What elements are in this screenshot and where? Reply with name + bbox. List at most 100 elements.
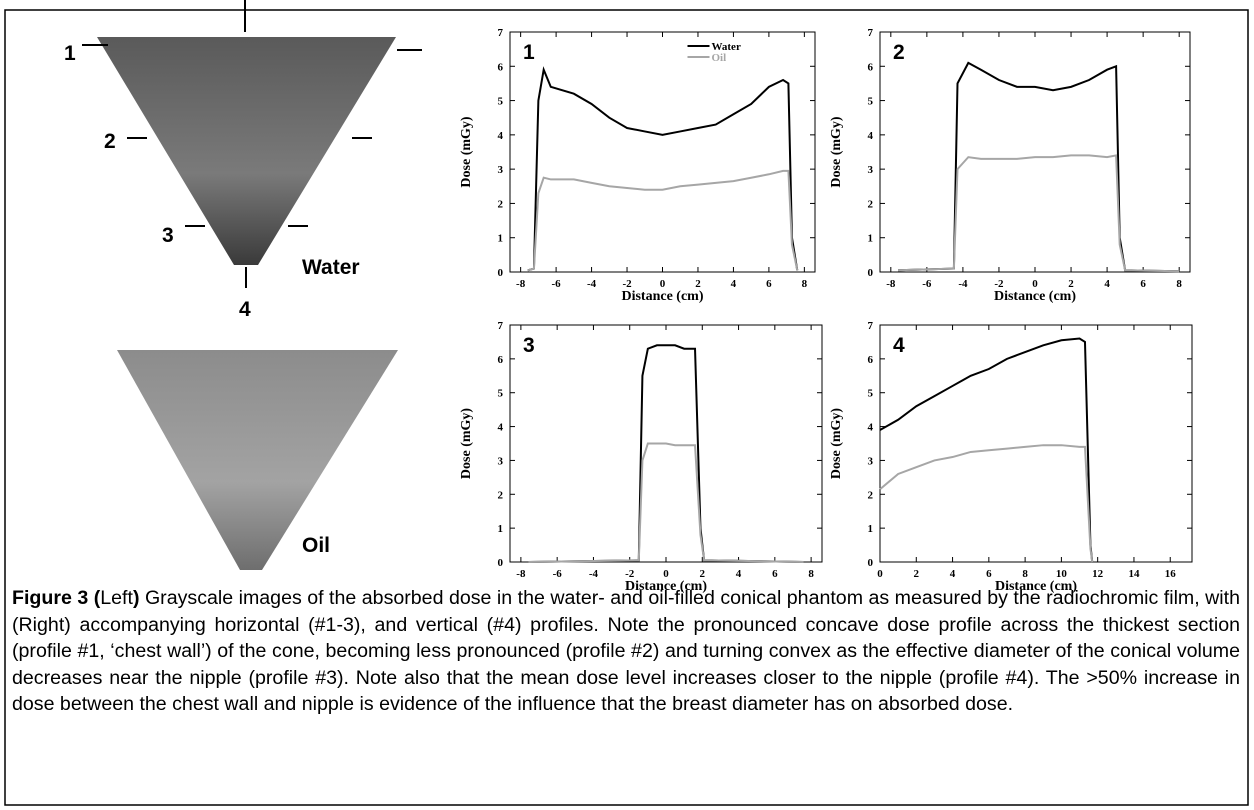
y-tick-label: 2: [868, 198, 874, 210]
y-tick-label: 1: [498, 233, 504, 245]
x-tick-label: 2: [695, 278, 701, 290]
plot-frame: [879, 324, 1193, 563]
x-tick-label: 4: [950, 568, 956, 580]
profile-markers: [82, 44, 422, 288]
y-tick-label: 5: [498, 388, 504, 400]
water-film-image: [97, 37, 396, 265]
image-label: 4: [239, 298, 251, 321]
y-axis-label: Dose (mGy): [459, 116, 474, 187]
x-tick-label: 2: [914, 568, 920, 580]
x-tick-label: 8: [1176, 278, 1182, 290]
x-tick-label: 4: [736, 568, 742, 580]
x-tick-label: 6: [986, 568, 992, 580]
data-line: [527, 169, 799, 272]
y-tick-label: 1: [498, 523, 504, 535]
y-axis-label: Dose (mGy): [459, 408, 474, 479]
y-tick-label: 4: [498, 422, 504, 434]
plot-frame: [879, 31, 1191, 273]
x-tick-label: -4: [958, 278, 968, 290]
x-tick-label: 6: [772, 568, 778, 580]
image-label: 3: [162, 224, 174, 247]
x-tick-label: 2: [1068, 278, 1074, 290]
y-tick-label: 6: [498, 354, 504, 366]
x-tick-label: -8: [886, 278, 896, 290]
panel-label: 2: [893, 41, 905, 64]
y-axis-label: Dose (mGy): [829, 116, 844, 187]
x-tick-label: 0: [1032, 278, 1038, 290]
x-tick-label: 4: [1104, 278, 1110, 290]
data-line: [528, 442, 804, 563]
y-tick-label: 2: [868, 489, 874, 501]
x-tick-label: 8: [808, 568, 814, 580]
x-tick-label: -4: [587, 278, 597, 290]
x-tick-label: 16: [1165, 568, 1177, 580]
y-tick-label: 7: [868, 27, 874, 39]
caption-text: Left: [100, 587, 133, 609]
y-tick-label: 7: [868, 320, 874, 332]
y-tick-label: 3: [498, 455, 504, 467]
x-tick-label: 0: [663, 568, 669, 580]
image-label: 1: [64, 42, 76, 65]
y-tick-label: 3: [868, 164, 874, 176]
y-tick-label: 3: [868, 455, 874, 467]
y-tick-label: 4: [498, 130, 504, 142]
x-tick-label: 4: [731, 278, 737, 290]
y-tick-label: 4: [868, 422, 874, 434]
x-tick-label: 12: [1092, 568, 1104, 580]
data-line: [897, 61, 1180, 273]
x-axis-label: Distance (cm): [621, 289, 703, 304]
figure-border: [4, 9, 1249, 806]
x-tick-label: 0: [877, 568, 883, 580]
x-tick-label: 8: [1022, 568, 1028, 580]
x-tick-label: -8: [516, 278, 526, 290]
x-tick-label: 2: [700, 568, 706, 580]
y-tick-label: 5: [498, 96, 504, 108]
panel-label: 4: [893, 334, 905, 357]
plot-frame: [509, 31, 816, 273]
data-line: [897, 154, 1180, 273]
y-tick-label: 0: [868, 267, 874, 279]
y-tick-label: 7: [498, 320, 504, 332]
image-label: Water: [302, 256, 360, 279]
caption-text: Grayscale images of the absorbed dose in…: [12, 587, 1241, 715]
legend-label: Water: [712, 41, 741, 53]
x-tick-label: 0: [660, 278, 666, 290]
data-line: [879, 337, 1094, 563]
y-tick-label: 0: [498, 267, 504, 279]
data-line: [879, 444, 1094, 563]
x-tick-label: 6: [1140, 278, 1146, 290]
caption-text: Figure 3 (: [12, 587, 101, 609]
data-line: [527, 66, 799, 272]
x-tick-label: -6: [552, 278, 562, 290]
oil-film-image: [117, 350, 398, 570]
x-tick-label: -6: [553, 568, 563, 580]
y-tick-label: 6: [498, 61, 504, 73]
caption-text: ): [132, 587, 140, 609]
y-tick-label: 2: [498, 198, 504, 210]
y-tick-label: 2: [498, 489, 504, 501]
y-tick-label: 5: [868, 388, 874, 400]
y-tick-label: 3: [498, 164, 504, 176]
panel-label: 3: [523, 334, 535, 357]
x-tick-label: -2: [625, 568, 635, 580]
x-axis-label: Distance (cm): [995, 579, 1077, 594]
image-label: Oil: [302, 534, 330, 557]
x-tick-label: 14: [1128, 568, 1140, 580]
y-tick-label: 0: [498, 557, 504, 569]
y-tick-label: 6: [868, 61, 874, 73]
panel-label: 1: [523, 41, 535, 64]
y-tick-label: 1: [868, 523, 874, 535]
y-tick-label: 1: [868, 233, 874, 245]
x-tick-label: 10: [1056, 568, 1068, 580]
y-tick-label: 0: [868, 557, 874, 569]
x-tick-label: -8: [516, 568, 526, 580]
y-tick-label: 5: [868, 96, 874, 108]
x-tick-label: 8: [802, 278, 808, 290]
caption: Figure 3 (Left) Grayscale images of the …: [12, 585, 1240, 718]
data-line: [528, 344, 804, 563]
legend-label: Oil: [712, 52, 727, 64]
x-tick-label: 6: [766, 278, 772, 290]
y-tick-label: 4: [868, 130, 874, 142]
